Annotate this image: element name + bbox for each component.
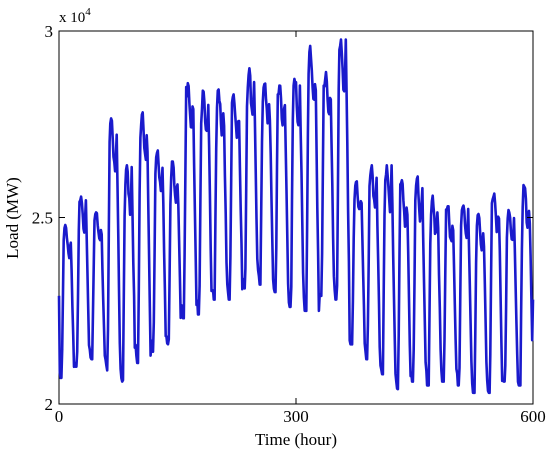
y-tick-label: 2: [45, 395, 54, 414]
x-tick-label: 300: [283, 407, 309, 426]
y-multiplier-exponent: 4: [85, 6, 91, 18]
y-axis-label: Load (MW): [3, 177, 22, 259]
ticks-group: 0 300 600 2 2.5 3: [32, 22, 546, 426]
x-axis-label: Time (hour): [255, 430, 337, 449]
series-group: [57, 38, 535, 395]
y-multiplier-label: x 104: [59, 6, 91, 26]
y-tick-label: 2.5: [32, 209, 53, 228]
y-tick-label: 3: [45, 22, 54, 41]
series-line-load: [57, 38, 535, 395]
x-tick-label: 600: [520, 407, 546, 426]
x-tick-label: 0: [55, 407, 64, 426]
